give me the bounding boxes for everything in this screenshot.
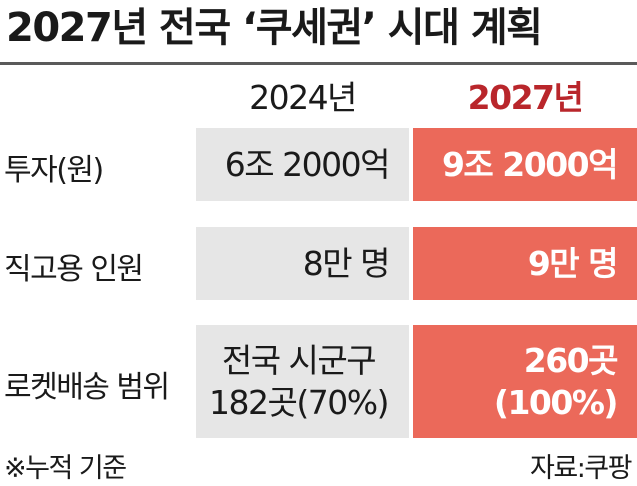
cell-employees-2027: 9만 명 bbox=[413, 227, 637, 300]
cell-rocket-delivery-2027: 260곳 (100%) bbox=[413, 325, 637, 438]
cell-text-line1: 전국 시군구 bbox=[221, 340, 377, 380]
cell-text: 8만 명 bbox=[302, 243, 391, 283]
cell-investment-2027: 9조 2000억 bbox=[413, 128, 637, 201]
footnote: ※누적 기준 bbox=[4, 453, 127, 484]
cell-employees-2024: 8만 명 bbox=[196, 227, 409, 300]
cell-text: 9조 2000억 bbox=[441, 144, 619, 184]
cell-text: 9만 명 bbox=[527, 243, 619, 283]
row-label-rocket-delivery: 로켓배송 범위 bbox=[4, 370, 170, 405]
row-label-investment: 투자(원) bbox=[4, 153, 104, 188]
title-divider bbox=[0, 62, 637, 65]
cell-rocket-delivery-2024: 전국 시군구 182곳(70%) bbox=[196, 325, 409, 438]
page-title: 2027년 전국 ‘쿠세권’ 시대 계획 bbox=[6, 5, 543, 51]
cell-text-line2: 182곳(70%) bbox=[209, 382, 389, 422]
cell-text-line2: (100%) bbox=[493, 382, 619, 422]
column-header-2027: 2027년 bbox=[467, 78, 584, 117]
column-header-2024: 2024년 bbox=[249, 78, 357, 117]
cell-text-line1: 260곳 bbox=[523, 340, 619, 380]
cell-investment-2024: 6조 2000억 bbox=[196, 128, 409, 201]
row-label-employees: 직고용 인원 bbox=[4, 252, 144, 287]
cell-text: 6조 2000억 bbox=[224, 144, 391, 184]
source-credit: 자료:쿠팡 bbox=[530, 453, 632, 484]
